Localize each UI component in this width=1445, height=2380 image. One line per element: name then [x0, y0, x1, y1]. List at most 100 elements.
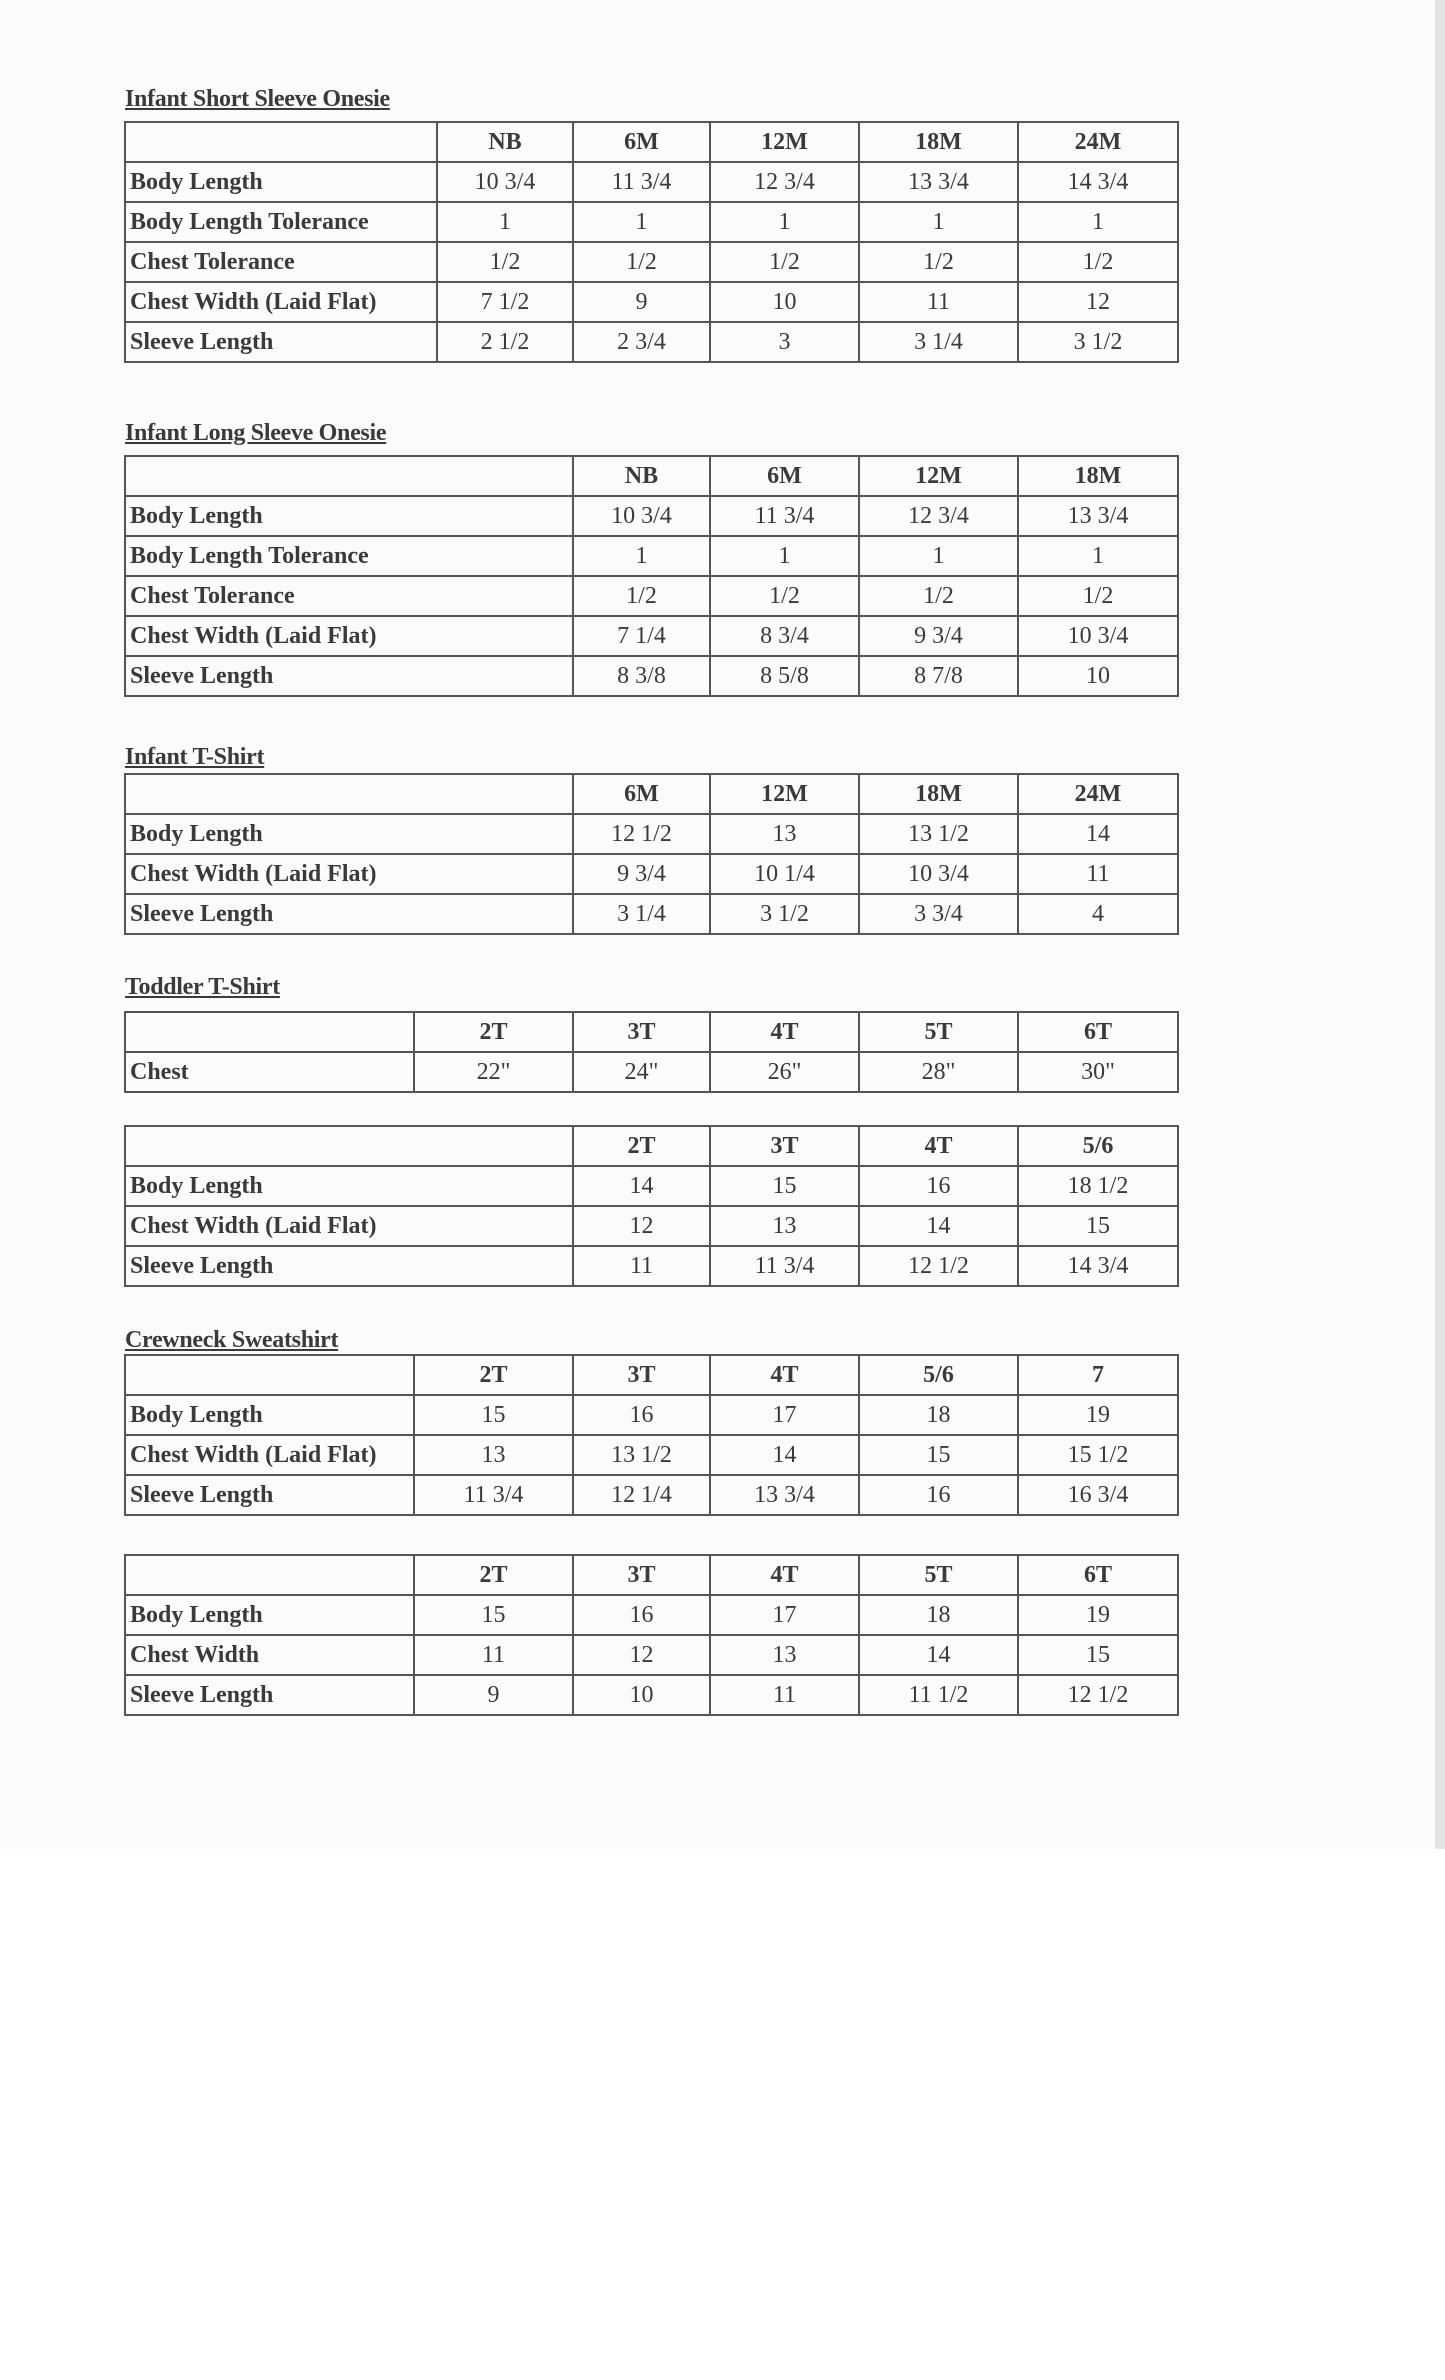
measurement-cell: 11 3/4 — [709, 1245, 860, 1287]
table-row: Chest Tolerance 1/2 1/2 1/2 1/2 — [124, 575, 1179, 617]
measurement-cell: 12 — [1017, 281, 1179, 323]
row-label: Body Length Tolerance — [124, 535, 574, 577]
row-label: Chest Width (Laid Flat) — [124, 281, 438, 323]
row-label: Chest Tolerance — [124, 241, 438, 283]
measurement-cell: 1/2 — [572, 575, 711, 617]
size-table: NB 6M 12M 18M 24M Body Length 10 3/4 11 3/4 12 3… — [124, 121, 1179, 363]
row-label: Chest Width (Laid Flat) — [124, 615, 574, 657]
measurement-cell: 16 3/4 — [1017, 1474, 1179, 1516]
size-header: 2T — [572, 1125, 711, 1167]
measurement-cell: 10 1/4 — [709, 853, 860, 895]
size-header: 24M — [1017, 773, 1179, 815]
size-table: 2T 3T 4T 5/6 Body Length 14 15 16 18 1/2 Chest Wi… — [124, 1125, 1179, 1287]
header-row: NB 6M 12M 18M — [124, 455, 1179, 497]
row-label: Chest Width (Laid Flat) — [124, 1434, 415, 1476]
table-row: Sleeve Length 11 11 3/4 12 1/2 14 3/4 — [124, 1245, 1179, 1287]
size-header: 12M — [858, 455, 1019, 497]
measurement-cell: 13 3/4 — [709, 1474, 860, 1516]
measurement-cell: 1/2 — [1017, 241, 1179, 283]
size-header: 18M — [858, 121, 1019, 163]
measurement-cell: 11 — [709, 1674, 860, 1716]
measurement-cell: 10 — [572, 1674, 711, 1716]
measurement-cell: 1/2 — [709, 241, 860, 283]
measurement-cell: 9 3/4 — [572, 853, 711, 895]
table-row: Body Length 15 16 17 18 19 — [124, 1394, 1179, 1436]
measurement-cell: 13 — [709, 1634, 860, 1676]
measurement-cell: 12 1/2 — [572, 813, 711, 855]
size-header: 2T — [413, 1554, 574, 1596]
size-header: NB — [436, 121, 574, 163]
measurement-cell: 11 3/4 — [572, 161, 711, 203]
measurement-cell: 10 3/4 — [436, 161, 574, 203]
size-table: 2T 3T 4T 5T 6T Body Length 15 16 17 18 19 Chest Wid… — [124, 1554, 1179, 1716]
table-row: Chest Width (Laid Flat) 13 13 1/2 14 15 15 1/… — [124, 1434, 1179, 1476]
empty-corner-cell — [124, 455, 574, 497]
size-table: 2T 3T 4T 5T 6T Chest 22" 24" 26" 28" 30" — [124, 1011, 1179, 1093]
measurement-cell: 16 — [572, 1394, 711, 1436]
measurement-cell: 13 1/2 — [858, 813, 1019, 855]
size-header: 24M — [1017, 121, 1179, 163]
row-label: Body Length Tolerance — [124, 201, 438, 243]
row-label: Body Length — [124, 495, 574, 537]
measurement-cell: 12 — [572, 1634, 711, 1676]
table-row: Chest Width (Laid Flat) 9 3/4 10 1/4 10 3/4… — [124, 853, 1179, 895]
measurement-cell: 15 — [1017, 1205, 1179, 1247]
row-label: Body Length — [124, 813, 574, 855]
measurement-cell: 13 — [413, 1434, 574, 1476]
row-label: Chest Tolerance — [124, 575, 574, 617]
measurement-cell: 24" — [572, 1051, 711, 1093]
size-header: 4T — [709, 1011, 860, 1053]
table-row: Sleeve Length 2 1/2 2 3/4 3 3 1/4 3 1/2 — [124, 321, 1179, 363]
measurement-cell: 18 — [858, 1394, 1019, 1436]
measurement-cell: 3 1/4 — [572, 893, 711, 935]
measurement-cell: 10 3/4 — [1017, 615, 1179, 657]
measurement-cell: 1 — [436, 201, 574, 243]
size-header: 6M — [572, 773, 711, 815]
section-title: Infant T-Shirt — [125, 744, 265, 770]
measurement-cell: 12 3/4 — [858, 495, 1019, 537]
row-label: Sleeve Length — [124, 1474, 415, 1516]
row-label: Sleeve Length — [124, 321, 438, 363]
measurement-cell: 14 — [858, 1634, 1019, 1676]
row-label: Chest Width (Laid Flat) — [124, 853, 574, 895]
size-header: 4T — [709, 1554, 860, 1596]
measurement-cell: 10 — [1017, 655, 1179, 697]
measurement-cell: 17 — [709, 1394, 860, 1436]
measurement-cell: 3 1/2 — [1017, 321, 1179, 363]
size-header: 5T — [858, 1554, 1019, 1596]
measurement-cell: 1/2 — [1017, 575, 1179, 617]
section-title: Infant Long Sleeve Onesie — [125, 420, 387, 446]
empty-corner-cell — [124, 773, 574, 815]
row-label: Body Length — [124, 161, 438, 203]
measurement-cell: 26" — [709, 1051, 860, 1093]
header-row: 2T 3T 4T 5/6 — [124, 1125, 1179, 1167]
measurement-cell: 13 3/4 — [1017, 495, 1179, 537]
measurement-cell: 14 3/4 — [1017, 1245, 1179, 1287]
measurement-cell: 14 3/4 — [1017, 161, 1179, 203]
measurement-cell: 1 — [572, 201, 711, 243]
table-row: Sleeve Length 9 10 11 11 1/2 12 1/2 — [124, 1674, 1179, 1716]
row-label: Chest Width — [124, 1634, 415, 1676]
size-header: 12M — [709, 121, 860, 163]
row-label: Body Length — [124, 1594, 415, 1636]
size-header: 18M — [858, 773, 1019, 815]
row-label: Sleeve Length — [124, 1674, 415, 1716]
size-header: 5/6 — [1017, 1125, 1179, 1167]
measurement-cell: 12 1/4 — [572, 1474, 711, 1516]
measurement-cell: 9 — [413, 1674, 574, 1716]
empty-corner-cell — [124, 1554, 415, 1596]
measurement-cell: 19 — [1017, 1394, 1179, 1436]
empty-corner-cell — [124, 1011, 415, 1053]
measurement-cell: 1 — [858, 201, 1019, 243]
measurement-cell: 12 3/4 — [709, 161, 860, 203]
measurement-cell: 1 — [858, 535, 1019, 577]
table-row: Body Length 15 16 17 18 19 — [124, 1594, 1179, 1636]
size-header: 4T — [709, 1354, 860, 1396]
measurement-cell: 11 — [858, 281, 1019, 323]
size-header: 3T — [572, 1354, 711, 1396]
measurement-cell: 7 1/2 — [436, 281, 574, 323]
measurement-cell: 3 — [709, 321, 860, 363]
size-header: 4T — [858, 1125, 1019, 1167]
measurement-cell: 2 3/4 — [572, 321, 711, 363]
section-title: Infant Short Sleeve Onesie — [125, 86, 390, 112]
